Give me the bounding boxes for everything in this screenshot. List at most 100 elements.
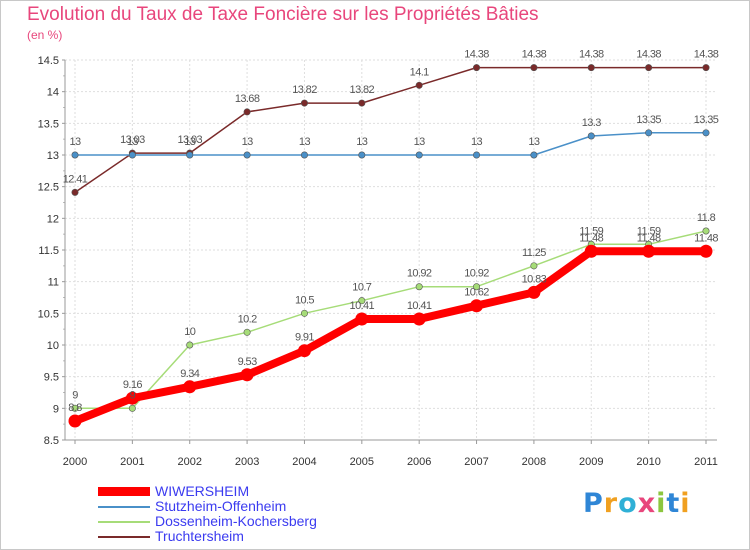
data-point-stutzheim-offenheim <box>243 151 251 159</box>
data-point-truchtersheim <box>71 188 79 196</box>
data-label-stutzheim-offenheim: 13.35 <box>636 114 661 126</box>
y-tick-label: 14 <box>47 87 59 99</box>
y-tick-label: 10.5 <box>38 308 59 320</box>
data-point-dossenheim-kochersberg <box>358 297 366 305</box>
data-point-dossenheim-kochersberg <box>71 404 79 412</box>
data-label-wiwersheim: 11.48 <box>637 232 661 244</box>
logo-letter: t <box>666 488 681 519</box>
legend-label: Stutzheim-Offenheim <box>155 498 287 514</box>
data-label-wiwersheim: 10.62 <box>464 287 489 299</box>
data-point-stutzheim-offenheim <box>71 151 79 159</box>
data-label-wiwersheim: 9.91 <box>295 332 314 344</box>
data-label-wiwersheim: 10.41 <box>407 300 432 312</box>
legend-swatch <box>98 506 150 508</box>
data-point-truchtersheim <box>587 64 595 72</box>
y-tick-label: 14.5 <box>38 55 59 67</box>
data-label-stutzheim-offenheim: 13 <box>356 136 368 148</box>
data-point-dossenheim-kochersberg <box>128 404 136 412</box>
data-label-wiwersheim: 10.41 <box>350 300 375 312</box>
y-tick-label: 11 <box>48 277 59 289</box>
data-label-wiwersheim: 9.16 <box>123 379 142 391</box>
y-tick-label: 10 <box>47 340 59 352</box>
data-point-wiwersheim <box>183 380 197 394</box>
series-line-stutzheim-offenheim <box>74 132 707 156</box>
y-tick-label: 11.5 <box>38 245 59 257</box>
chart-title: Evolution du Taux de Taxe Foncière sur l… <box>27 4 539 25</box>
data-point-dossenheim-kochersberg <box>702 227 710 235</box>
legend-label: Truchtersheim <box>155 528 244 544</box>
data-label-dossenheim-kochersberg: 9 <box>72 389 78 401</box>
series-layer <box>68 64 713 428</box>
legend-item-dossenheim-kochersberg: Dossenheim-Kochersberg <box>98 514 398 529</box>
series-line-dossenheim-kochersberg <box>74 230 707 410</box>
data-point-wiwersheim <box>470 299 484 313</box>
data-label-wiwersheim: 11.48 <box>579 232 603 244</box>
y-tick-label: 12 <box>47 213 59 225</box>
data-point-stutzheim-offenheim <box>415 151 423 159</box>
data-label-stutzheim-offenheim: 13 <box>127 136 139 148</box>
data-label-stutzheim-offenheim: 13 <box>242 136 254 148</box>
proxiti-logo: Proxiti <box>583 488 691 519</box>
x-tick-label: 2002 <box>177 456 201 468</box>
data-point-wiwersheim <box>240 368 254 382</box>
data-label-dossenheim-kochersberg: 10.92 <box>407 268 432 280</box>
data-label-truchtersheim: 13.68 <box>235 93 260 105</box>
data-point-stutzheim-offenheim <box>645 129 653 137</box>
data-label-truchtersheim: 14.38 <box>522 49 547 61</box>
data-label-stutzheim-offenheim: 13 <box>414 136 426 148</box>
data-label-truchtersheim: 14.38 <box>579 49 604 61</box>
data-label-stutzheim-offenheim: 13 <box>299 136 311 148</box>
legend-swatch <box>98 521 150 523</box>
x-tick-label: 2008 <box>522 456 546 468</box>
series-line-wiwersheim <box>71 247 710 425</box>
legend-swatch <box>98 536 150 538</box>
data-label-truchtersheim: 14.38 <box>464 49 489 61</box>
data-point-stutzheim-offenheim <box>702 129 710 137</box>
legend-item-stutzheim-offenheim: Stutzheim-Offenheim <box>98 499 398 514</box>
legend-swatch <box>98 487 150 496</box>
data-point-stutzheim-offenheim <box>530 151 538 159</box>
x-tick-label: 2004 <box>292 456 316 468</box>
data-label-wiwersheim: 8.8 <box>68 402 82 414</box>
logo-letter: i <box>680 488 691 519</box>
data-label-dossenheim-kochersberg: 10.92 <box>464 268 489 280</box>
y-axis-unit-label: (en %) <box>27 28 63 42</box>
data-label-dossenheim-kochersberg: 11.8 <box>697 212 716 224</box>
data-point-wiwersheim <box>125 391 139 405</box>
data-point-truchtersheim <box>530 64 538 72</box>
data-point-stutzheim-offenheim <box>300 151 308 159</box>
data-point-dossenheim-kochersberg <box>300 309 308 317</box>
data-label-truchtersheim: 14.38 <box>694 49 719 61</box>
data-point-stutzheim-offenheim <box>358 151 366 159</box>
data-point-stutzheim-offenheim <box>587 132 595 140</box>
data-point-stutzheim-offenheim <box>128 151 136 159</box>
data-label-stutzheim-offenheim: 13 <box>528 136 540 148</box>
data-label-dossenheim-kochersberg: 11.25 <box>522 247 546 259</box>
x-tick-label: 2000 <box>63 456 87 468</box>
x-tick-label: 2011 <box>694 456 718 468</box>
data-label-dossenheim-kochersberg: 11.59 <box>637 225 661 237</box>
data-point-wiwersheim <box>68 414 82 428</box>
data-label-stutzheim-offenheim: 13 <box>184 136 196 148</box>
data-point-wiwersheim <box>584 244 598 258</box>
data-label-truchtersheim: 13.03 <box>120 134 145 146</box>
y-tick-label: 9.5 <box>44 372 59 384</box>
logo-letter: x <box>637 488 657 519</box>
data-label-truchtersheim: 12.41 <box>63 173 88 185</box>
data-point-truchtersheim <box>358 99 366 107</box>
data-point-truchtersheim <box>702 64 710 72</box>
x-tick-label: 2010 <box>636 456 660 468</box>
data-label-wiwersheim: 9.34 <box>180 368 199 380</box>
data-label-dossenheim-kochersberg: 10.7 <box>352 282 371 294</box>
data-point-dossenheim-kochersberg <box>530 262 538 270</box>
data-label-dossenheim-kochersberg: 10.2 <box>238 313 257 325</box>
data-label-truchtersheim: 14.38 <box>636 49 661 61</box>
y-tick-label: 8.5 <box>44 435 59 447</box>
series-line-truchtersheim <box>74 66 707 194</box>
axis-layer: 8.5 9 9.5 10 10.5 11 11.5 12 12.5 13 13.5 14 14.5 200… <box>38 55 718 468</box>
x-tick-label: 2005 <box>350 456 374 468</box>
data-label-wiwersheim: 9.53 <box>238 356 257 368</box>
data-label-truchtersheim: 14.1 <box>410 66 429 78</box>
data-point-stutzheim-offenheim <box>473 151 481 159</box>
